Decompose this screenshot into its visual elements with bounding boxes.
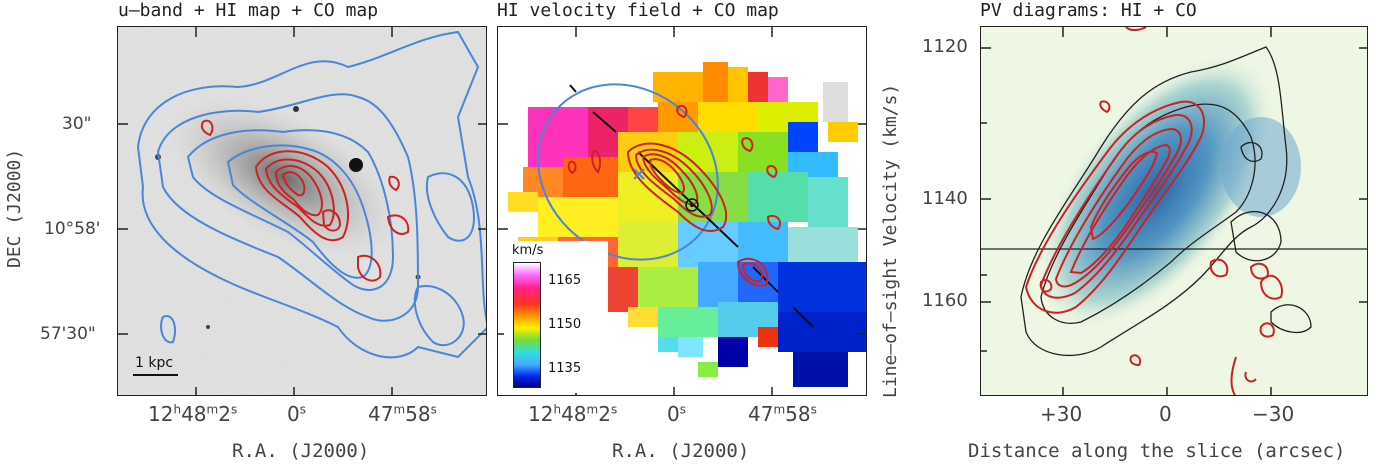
x-marker [633,168,645,180]
velocity-field-map [498,27,866,395]
colorbar-gradient [513,262,541,388]
y-tick-1120: 1120 [922,36,968,57]
colorbar-tick-1150: 1150 [548,317,582,332]
panel-2-xlabel: R.A. (J2000) [612,440,750,462]
u-band-image-frame: 1 kpc [117,26,487,396]
pv-diagram-plot [981,27,1367,395]
x-tick-0s: 0s [667,402,686,426]
x-tick-47m58s: 47m58s [368,402,437,426]
u-band-map [118,27,486,395]
co-contours [567,105,782,287]
panel-3-xlabel: Distance along the slice (arcsec) [968,440,1346,462]
x-tick-12h48m2s: 12h48m2s [148,402,238,426]
colorbar-tick-1165: 1165 [548,273,582,288]
panel-3-title: PV diagrams: HI + CO [980,0,1197,21]
x-tick-plus30: +30 [1040,402,1083,426]
hi-contours [136,30,486,359]
y-tick-57-30: 57'30" [40,324,96,344]
x-tick-12h48m2s: 12h48m2s [528,402,618,426]
colorbar-tick-1135: 1135 [548,361,582,376]
x-tick-47m58s: 47m58s [748,402,817,426]
x-tick-0s: 0s [287,402,306,426]
slice-line [569,84,814,328]
panel-3-ylabel: Line–of–sight Velocity (km/s) [880,83,901,398]
x-tick-0: 0 [1159,402,1172,426]
velocity-pixels [508,62,866,387]
colorbar-box: km/s 1165 1150 1135 [504,241,608,393]
scalebar-label: 1 kpc [135,355,174,371]
co-pv-contours [1024,27,1283,395]
center-marker [685,198,699,212]
hi-ellipse [537,83,719,261]
y-tick-1140: 1140 [922,188,968,209]
y-tick-30: 30" [62,114,92,134]
velocity-field-frame: km/s 1165 1150 1135 [497,26,867,396]
panel-1-title: u–band + HI map + CO map [118,0,379,21]
panel-1-ylabel: DEC (J2000) [4,148,25,268]
panel-2-title: HI velocity field + CO map [497,0,779,21]
panel-1-xlabel: R.A. (J2000) [232,440,370,462]
x-tick-minus30: −30 [1252,402,1295,426]
y-tick-10-58: 10°58' [44,219,101,239]
pv-diagram-frame [980,26,1368,396]
co-contours [200,119,410,282]
colorbar-unit: km/s [512,243,544,258]
y-tick-1160: 1160 [922,290,968,311]
